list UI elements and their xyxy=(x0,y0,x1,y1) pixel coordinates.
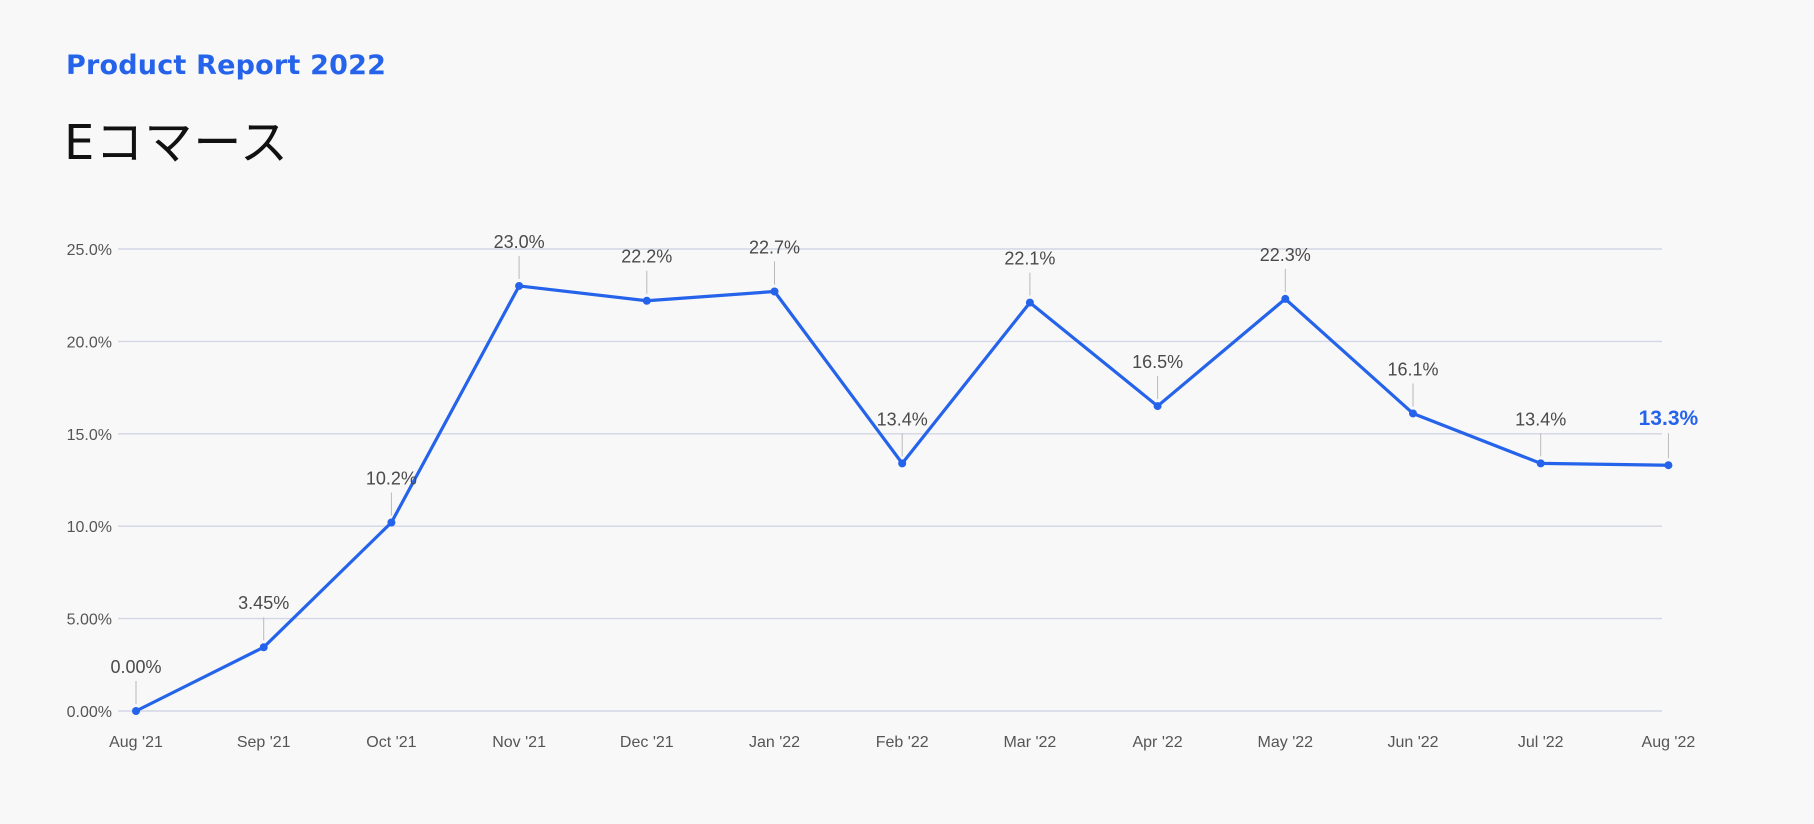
x-tick-label: Aug '21 xyxy=(109,734,163,751)
grid-lines xyxy=(118,248,1662,712)
data-label: 3.45% xyxy=(238,593,289,613)
data-label: 0.00% xyxy=(110,657,161,677)
data-point xyxy=(1153,402,1162,411)
data-point xyxy=(642,296,651,305)
y-tick-label: 20.0% xyxy=(67,334,112,351)
data-point xyxy=(132,707,140,715)
data-point xyxy=(387,518,396,527)
data-label: 10.2% xyxy=(366,469,417,489)
y-tick-label: 10.0% xyxy=(67,519,112,536)
data-label: 22.3% xyxy=(1260,245,1311,265)
data-label: 13.4% xyxy=(1515,409,1566,429)
x-tick-label: Feb '22 xyxy=(876,734,929,751)
data-point xyxy=(770,287,779,296)
label-connectors xyxy=(135,255,1669,704)
data-label: 22.1% xyxy=(1004,249,1055,269)
y-tick-label: 25.0% xyxy=(67,242,112,259)
x-tick-label: May '22 xyxy=(1258,734,1314,751)
data-label: 22.2% xyxy=(621,247,672,267)
series-line-layer xyxy=(134,284,1671,713)
data-label: 16.5% xyxy=(1132,352,1183,372)
series-line xyxy=(134,284,1671,713)
data-point xyxy=(515,281,524,290)
x-tick-label: Sep '21 xyxy=(237,734,291,751)
data-point xyxy=(1025,298,1034,307)
data-labels: 0.00% 3.45% 10.2% 23.0% 22.2% 22.7% 13.4% 22.1%… xyxy=(110,232,1698,677)
data-point xyxy=(1281,294,1290,303)
x-tick-label: Oct '21 xyxy=(366,734,416,751)
x-tick-label: Jan '22 xyxy=(749,734,800,751)
x-tick-label: Aug '22 xyxy=(1642,734,1696,751)
x-tick-label: Dec '21 xyxy=(620,734,674,751)
data-label: 22.7% xyxy=(749,238,800,258)
data-point xyxy=(1664,461,1673,470)
data-label: 16.1% xyxy=(1387,359,1438,379)
data-label: 13.4% xyxy=(877,409,928,429)
y-tick-label: 15.0% xyxy=(67,427,112,444)
page-title: Eコマース xyxy=(64,115,289,171)
x-tick-label: Apr '22 xyxy=(1132,734,1182,751)
data-point xyxy=(1409,409,1417,418)
data-label: 23.0% xyxy=(494,232,545,252)
data-point xyxy=(1536,459,1545,468)
x-tick-label: Jul '22 xyxy=(1518,734,1564,751)
data-point xyxy=(259,643,268,652)
y-tick-label: 0.00% xyxy=(67,704,112,721)
data-points xyxy=(132,281,1673,715)
data-label-highlight: 13.3% xyxy=(1639,407,1699,430)
x-tick-label: Mar '22 xyxy=(1003,734,1056,751)
data-point xyxy=(898,459,907,468)
x-tick-label: Jun '22 xyxy=(1387,734,1438,751)
x-tick-label: Nov '21 xyxy=(492,734,546,751)
y-tick-label: 5.00% xyxy=(67,612,112,629)
report-kicker: Product Report 2022 xyxy=(66,50,387,81)
y-axis-ticks: 0.00% 5.00% 10.0% 15.0% 20.0% 25.0% xyxy=(67,242,112,721)
x-axis-ticks: Aug '21 Sep '21 Oct '21 Nov '21 Dec '21 Jan '… xyxy=(109,734,1695,751)
